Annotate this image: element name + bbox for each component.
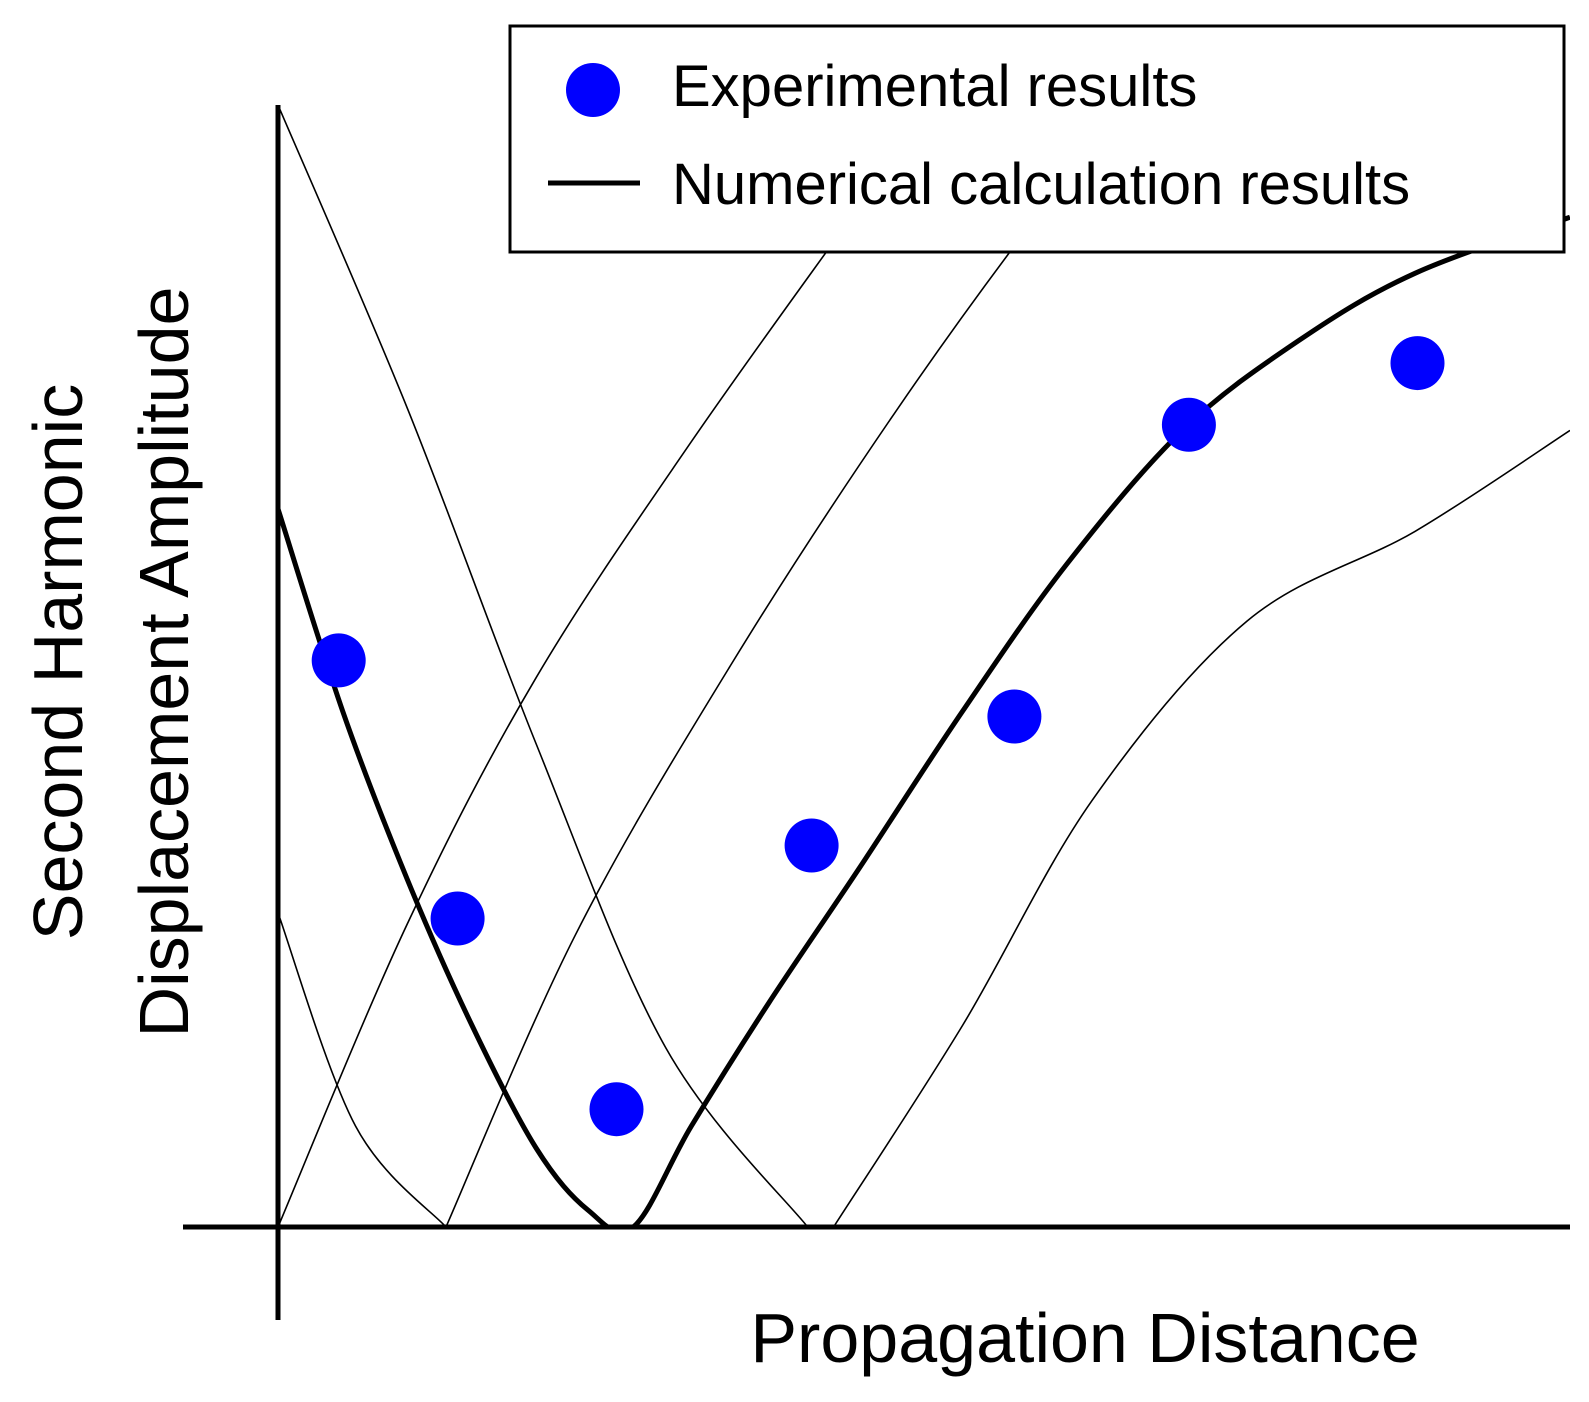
experimental-series bbox=[311, 336, 1445, 1137]
experimental-point-3 bbox=[589, 1082, 644, 1137]
numerical-series bbox=[278, 214, 1570, 1227]
legend-box bbox=[508, 24, 1566, 254]
experimental-point-4 bbox=[784, 818, 839, 873]
y-axis-label: Second Harmonic Displacement Amplitude bbox=[19, 287, 203, 1038]
legend-label-experimental: Experimental results bbox=[672, 54, 1197, 119]
legend-label-numerical: Numerical calculation results bbox=[672, 152, 1410, 217]
model-curve-4 bbox=[445, 105, 1121, 1227]
legend-marker-experimental bbox=[566, 63, 620, 117]
experimental-point-6 bbox=[1161, 397, 1216, 452]
experimental-point-7 bbox=[1390, 336, 1445, 391]
numerical-line bbox=[278, 214, 1570, 1227]
y-axis-label-line-2: Displacement Amplitude bbox=[125, 287, 203, 1038]
model-curve-2 bbox=[278, 912, 447, 1227]
legend: Experimental results Numerical calculati… bbox=[508, 24, 1566, 254]
x-axis-label: Propagation Distance bbox=[750, 1299, 1419, 1377]
experimental-point-5 bbox=[987, 689, 1042, 744]
experimental-point-2 bbox=[430, 891, 485, 946]
experimental-point-1 bbox=[311, 633, 366, 688]
y-axis-label-line-1: Second Harmonic bbox=[19, 384, 97, 940]
model-curve-5 bbox=[832, 429, 1570, 1227]
model-curve-1 bbox=[278, 105, 809, 1227]
